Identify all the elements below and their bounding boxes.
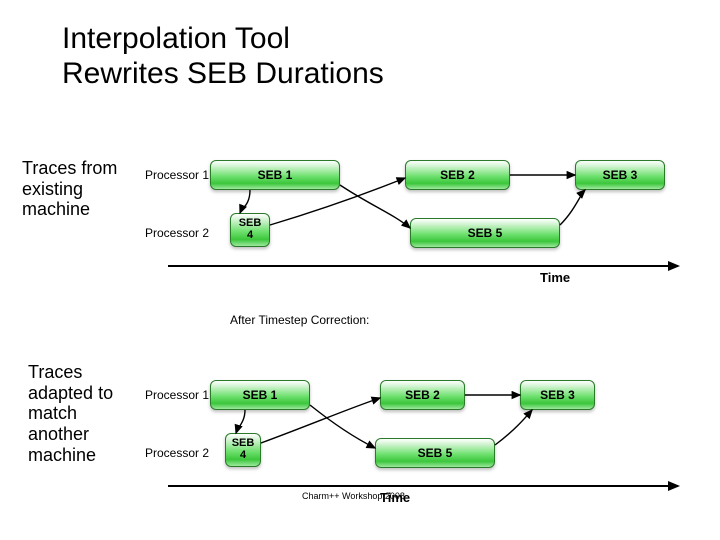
- title-line-2: Rewrites SEB Durations: [62, 57, 384, 90]
- bot-seb-3: SEB 3: [520, 380, 595, 410]
- top-time-label: Time: [540, 270, 570, 285]
- top-seb-1: SEB 1: [210, 160, 340, 190]
- bot-seb-4: SEB4: [225, 433, 261, 467]
- caption-top-l2: existing: [22, 179, 83, 199]
- subhead-after-correction: After Timestep Correction:: [230, 313, 369, 327]
- top-proc2-label: Processor 2: [145, 226, 209, 240]
- bot-proc1-label: Processor 1: [145, 388, 209, 402]
- title-line-1: Interpolation Tool: [62, 22, 290, 55]
- footer-text: Charm++ Workshop 2008: [302, 491, 405, 501]
- page-title: Interpolation Tool Rewrites SEB Duration…: [62, 22, 384, 91]
- caption-bot-l5: machine: [28, 445, 96, 465]
- caption-top-l1: Traces from: [22, 158, 117, 178]
- top-proc1-label: Processor 1: [145, 168, 209, 182]
- bot-seb-5: SEB 5: [375, 438, 495, 468]
- caption-bot-l1: Traces: [28, 362, 82, 382]
- top-seb-4: SEB4: [230, 213, 270, 247]
- top-seb-2: SEB 2: [405, 160, 510, 190]
- caption-top: Traces from existing machine: [22, 158, 117, 220]
- top-seb-3: SEB 3: [575, 160, 665, 190]
- caption-top-l3: machine: [22, 199, 90, 219]
- caption-bottom: Traces adapted to match another machine: [28, 362, 113, 465]
- top-time-axis: [168, 265, 678, 267]
- bot-seb-2: SEB 2: [380, 380, 465, 410]
- caption-bot-l4: another: [28, 424, 89, 444]
- bot-proc2-label: Processor 2: [145, 446, 209, 460]
- bot-time-axis: [168, 485, 678, 487]
- bot-seb-1: SEB 1: [210, 380, 310, 410]
- top-seb-5: SEB 5: [410, 218, 560, 248]
- caption-bot-l3: match: [28, 403, 77, 423]
- caption-bot-l2: adapted to: [28, 383, 113, 403]
